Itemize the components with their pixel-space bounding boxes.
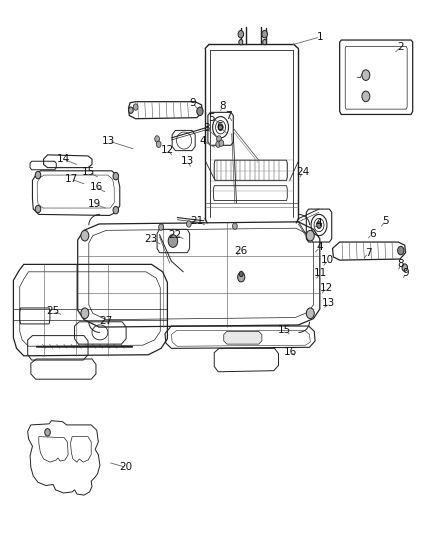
Polygon shape — [224, 332, 262, 344]
Circle shape — [197, 107, 203, 116]
Text: 7: 7 — [225, 110, 232, 120]
Text: 24: 24 — [297, 167, 310, 177]
Circle shape — [317, 222, 321, 228]
Circle shape — [133, 104, 138, 110]
Text: 6: 6 — [216, 122, 223, 132]
Text: 17: 17 — [65, 174, 78, 184]
Text: 7: 7 — [365, 248, 371, 257]
Circle shape — [187, 221, 191, 227]
Circle shape — [362, 91, 370, 102]
Circle shape — [35, 171, 41, 179]
Circle shape — [398, 246, 404, 255]
Text: 15: 15 — [278, 325, 292, 335]
Circle shape — [238, 30, 244, 38]
Text: 4: 4 — [200, 136, 206, 146]
Text: 8: 8 — [219, 101, 226, 111]
Text: 16: 16 — [89, 182, 102, 192]
Text: 25: 25 — [46, 306, 60, 316]
Circle shape — [81, 230, 89, 241]
Circle shape — [155, 136, 159, 142]
Text: 9: 9 — [402, 268, 409, 278]
Text: 5: 5 — [208, 112, 214, 123]
Text: 16: 16 — [284, 346, 297, 357]
Circle shape — [113, 206, 119, 214]
Text: 1: 1 — [317, 32, 324, 42]
Text: 5: 5 — [382, 216, 389, 226]
Text: 12: 12 — [161, 144, 174, 155]
Circle shape — [233, 223, 237, 229]
Text: 20: 20 — [120, 463, 133, 472]
Circle shape — [45, 429, 50, 436]
Circle shape — [402, 264, 407, 271]
Text: 3: 3 — [203, 123, 210, 133]
Text: 19: 19 — [88, 199, 101, 209]
Circle shape — [128, 107, 133, 114]
Circle shape — [239, 271, 243, 277]
Circle shape — [218, 124, 223, 131]
Circle shape — [168, 235, 178, 247]
Text: 12: 12 — [320, 283, 333, 293]
Circle shape — [217, 136, 221, 142]
Circle shape — [81, 308, 89, 319]
Text: 4: 4 — [316, 218, 322, 228]
Circle shape — [35, 205, 41, 213]
Circle shape — [306, 230, 314, 241]
Text: 26: 26 — [235, 246, 248, 255]
Text: 13: 13 — [180, 156, 194, 166]
Circle shape — [362, 70, 370, 80]
Circle shape — [159, 224, 163, 230]
Text: 2: 2 — [397, 42, 404, 52]
Text: 21: 21 — [190, 216, 203, 226]
Text: 23: 23 — [144, 234, 157, 244]
Text: 8: 8 — [397, 260, 404, 269]
Circle shape — [156, 141, 161, 148]
Text: 14: 14 — [57, 154, 70, 164]
Circle shape — [306, 308, 314, 319]
Text: 6: 6 — [369, 229, 375, 239]
Text: 27: 27 — [99, 316, 112, 326]
Text: 9: 9 — [190, 98, 196, 108]
Circle shape — [219, 140, 224, 147]
Circle shape — [113, 172, 119, 180]
Text: 10: 10 — [321, 255, 334, 265]
Circle shape — [262, 30, 268, 38]
Text: 22: 22 — [169, 230, 182, 240]
Circle shape — [216, 141, 221, 148]
Text: 13: 13 — [322, 297, 335, 308]
Circle shape — [263, 39, 267, 45]
Circle shape — [239, 39, 243, 45]
Text: 11: 11 — [314, 268, 327, 278]
Text: 15: 15 — [82, 167, 95, 177]
Text: 4: 4 — [317, 243, 324, 252]
Text: 13: 13 — [102, 136, 115, 146]
Circle shape — [238, 272, 245, 282]
